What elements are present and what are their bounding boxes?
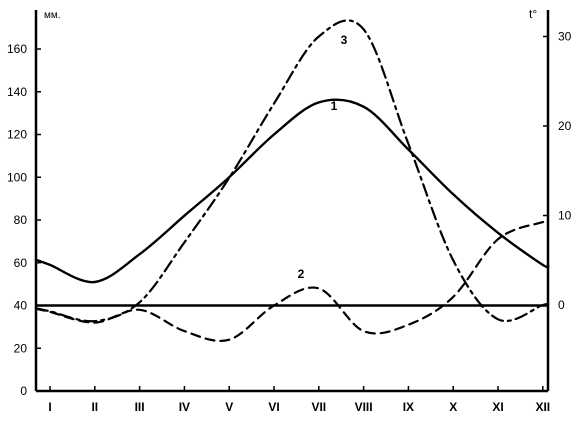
series-2-point (542, 221, 544, 223)
series-line-1 (34, 98, 550, 284)
series-1-point (452, 194, 454, 196)
series-2-point (273, 305, 275, 307)
left-unit-label: мм. (44, 10, 61, 21)
left-tick-label: 40 (14, 299, 28, 313)
left-tick-label: 160 (7, 42, 27, 56)
series-3-point (497, 319, 499, 321)
left-tick-label: 80 (14, 213, 28, 227)
month-label: III (135, 400, 145, 414)
month-label: XI (492, 400, 503, 414)
month-label: VI (268, 400, 279, 414)
month-label: VIII (355, 400, 373, 414)
right-tick-label: 0 (558, 298, 565, 312)
series-1-point (318, 102, 320, 104)
series-3-point (408, 143, 410, 145)
series-3-point (452, 260, 454, 262)
left-tick-label: 100 (7, 170, 27, 184)
right-tick-label: 30 (558, 30, 572, 44)
right-unit-label: t° (529, 7, 537, 21)
series-2-point (318, 288, 320, 290)
series-3-point (184, 242, 186, 244)
month-label: I (48, 400, 51, 414)
labels: 1 2 3 (298, 33, 348, 281)
curve-label-3: 3 (341, 33, 348, 47)
month-label: VII (311, 400, 326, 414)
left-tick-label: 140 (7, 85, 27, 99)
month-label: II (91, 400, 98, 414)
left-tick-label: 0 (20, 384, 27, 398)
series-1-point (408, 149, 410, 151)
left-tick-label: 60 (14, 256, 28, 270)
right-tick-label: 10 (558, 209, 572, 223)
month-label: XII (535, 400, 550, 414)
series-3-point (228, 177, 230, 179)
series-3-point (363, 29, 365, 31)
left-tick-label: 120 (7, 128, 27, 142)
series-2-point (497, 238, 499, 240)
series-lines (34, 19, 550, 342)
month-label: X (449, 400, 457, 414)
curve-label-1: 1 (331, 99, 338, 113)
axes (34, 10, 550, 393)
series-1-point (94, 281, 96, 283)
series-3-point (49, 311, 51, 313)
series-1-point (363, 106, 365, 108)
series-3-point (542, 304, 544, 306)
series-1-point (497, 232, 499, 234)
series-2-point (408, 324, 410, 326)
right-tick-label: 20 (558, 119, 572, 133)
series-line-3 (34, 19, 550, 323)
month-label: IV (179, 400, 190, 414)
series-3-point (318, 36, 320, 38)
series-2-point (184, 330, 186, 332)
series-2-point (363, 330, 365, 332)
month-label: IX (403, 400, 414, 414)
series-2-point (228, 339, 230, 341)
curve-label-2: 2 (298, 267, 305, 281)
series-3-point (273, 103, 275, 105)
series-2-point (139, 309, 141, 311)
series-line-2 (34, 219, 550, 342)
series-1-point (542, 264, 544, 266)
series-1-point (273, 134, 275, 136)
series-3-point (94, 320, 96, 322)
left-tick-label: 20 (14, 341, 28, 355)
month-label: V (225, 400, 233, 414)
series-1-point (49, 264, 51, 266)
series-3-point (139, 302, 141, 304)
series-1-point (184, 215, 186, 217)
series-2-point (452, 296, 454, 298)
series-1-point (139, 253, 141, 255)
